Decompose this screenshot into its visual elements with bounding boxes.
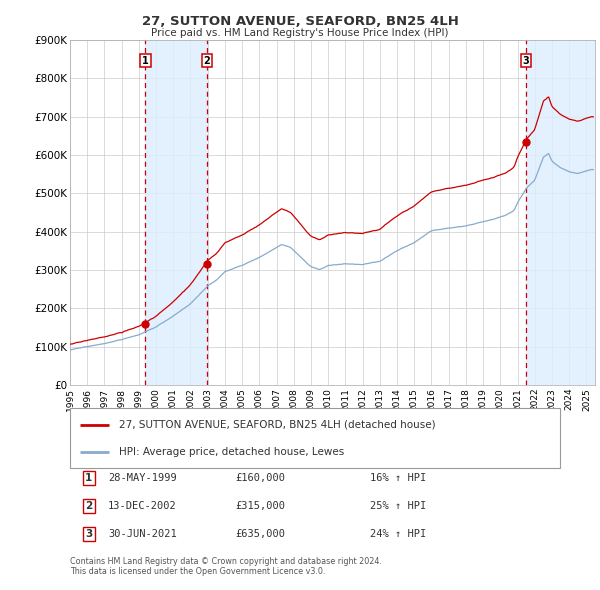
Text: 30-JUN-2021: 30-JUN-2021 [108, 529, 177, 539]
Text: 24% ↑ HPI: 24% ↑ HPI [370, 529, 426, 539]
Text: HPI: Average price, detached house, Lewes: HPI: Average price, detached house, Lewe… [119, 447, 344, 457]
Text: 27, SUTTON AVENUE, SEAFORD, BN25 4LH (detached house): 27, SUTTON AVENUE, SEAFORD, BN25 4LH (de… [119, 420, 436, 430]
Text: £315,000: £315,000 [235, 501, 285, 511]
Text: £635,000: £635,000 [235, 529, 285, 539]
Bar [145, 40, 207, 385]
Text: 2: 2 [203, 55, 210, 65]
FancyBboxPatch shape [70, 408, 560, 468]
Text: 3: 3 [85, 529, 92, 539]
Bar [526, 40, 595, 385]
Text: 27, SUTTON AVENUE, SEAFORD, BN25 4LH: 27, SUTTON AVENUE, SEAFORD, BN25 4LH [142, 15, 458, 28]
Text: Price paid vs. HM Land Registry's House Price Index (HPI): Price paid vs. HM Land Registry's House … [151, 28, 449, 38]
Text: 16% ↑ HPI: 16% ↑ HPI [370, 473, 426, 483]
Text: 1: 1 [85, 473, 92, 483]
Text: 28-MAY-1999: 28-MAY-1999 [108, 473, 177, 483]
Text: £160,000: £160,000 [235, 473, 285, 483]
Text: 1: 1 [142, 55, 149, 65]
Text: Contains HM Land Registry data © Crown copyright and database right 2024.
This d: Contains HM Land Registry data © Crown c… [70, 556, 382, 576]
Text: 13-DEC-2002: 13-DEC-2002 [108, 501, 177, 511]
Text: 2: 2 [85, 501, 92, 511]
Text: 3: 3 [523, 55, 530, 65]
Text: 25% ↑ HPI: 25% ↑ HPI [370, 501, 426, 511]
